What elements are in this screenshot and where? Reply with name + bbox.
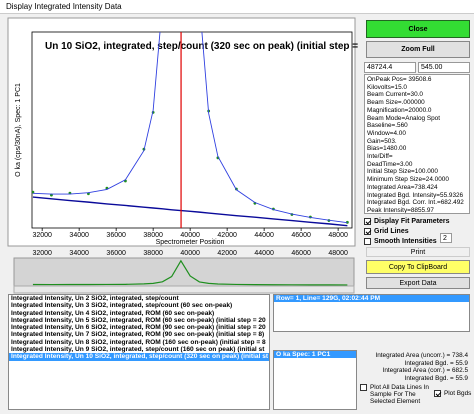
list-item[interactable]: Integrated Intensity, Un 3 SiO2, integra…: [11, 302, 233, 310]
info-line: Kilovolts=15.0: [367, 83, 407, 91]
overview-tick-label: 46000: [291, 250, 311, 257]
overview-tick-label: 40000: [180, 250, 200, 257]
copy-button[interactable]: Copy To ClipBoard: [366, 260, 470, 274]
overview-tick-label: 34000: [69, 250, 89, 257]
info-line: Initial Step Size=100.000: [367, 168, 438, 176]
list-item[interactable]: Integrated Intensity, Un 8 SiO2, integra…: [11, 338, 266, 346]
print-button[interactable]: Print: [366, 247, 470, 257]
checkbox-box[interactable]: [360, 384, 367, 391]
overview-tick-label: 42000: [217, 250, 237, 257]
x-tick-label: 38000: [143, 232, 163, 239]
info-line: DeadTime=3.00: [367, 160, 413, 168]
plot-series: [32, 0, 349, 228]
overview-tick-label: 32000: [32, 250, 52, 257]
info-line: Beam Current=30.0: [367, 91, 423, 99]
info-line: Baseline=.560: [367, 122, 408, 130]
x-tick-label: 42000: [217, 232, 237, 239]
x-tick-label: 44000: [254, 232, 274, 239]
field[interactable]: 545.00: [418, 62, 470, 73]
info-line: Beam Size=.000000: [367, 99, 425, 107]
row-list[interactable]: Row= 1, Line= 129G, 02:02:44 PM: [273, 294, 470, 332]
info-line: Integrated Bgd. Corr. Int.=682.492: [367, 199, 464, 207]
list-item[interactable]: Integrated Intensity, Un 4 SiO2, integra…: [11, 309, 215, 317]
x-tick-label: 48000: [328, 232, 348, 239]
sample-list[interactable]: Integrated Intensity, Un 2 SiO2, integra…: [8, 294, 270, 410]
info-line: Magnification=20000.0: [367, 106, 432, 114]
series-line: [32, 196, 348, 227]
list-item[interactable]: Integrated Intensity, Un 10 SiO2, integr…: [9, 353, 269, 361]
info-box: OnPeak Pos= 39508.6 Kilovolts=15.0 Beam Cu…: [364, 74, 470, 214]
smooth-field[interactable]: 2: [440, 233, 452, 243]
overview-line: [32, 259, 348, 286]
line-list[interactable]: O ka Spec: 1 PC1: [273, 350, 357, 410]
checkbox-label: Plot Bgds: [444, 390, 472, 397]
overview-tick-label: 48000: [328, 250, 348, 257]
x-tick-label: 46000: [291, 232, 311, 239]
info-line: OnPeak Pos= 39508.6: [367, 76, 432, 83]
list-item[interactable]: Integrated Intensity, Un 9 SiO2, integra…: [11, 346, 265, 354]
zoom-full-button[interactable]: Zoom Full: [366, 41, 470, 58]
checkbox-label: Display Fit Parameters: [374, 217, 450, 225]
data-point: [198, 5, 201, 8]
list-item[interactable]: O ka Spec: 1 PC1: [274, 351, 356, 359]
export-button[interactable]: Export Data: [366, 277, 470, 289]
plot-area: [31, 31, 353, 229]
data-point: [161, 0, 164, 2]
info-line: Beam Mode=Analog Spot: [367, 114, 441, 122]
checkbox-box[interactable]: [364, 237, 371, 245]
info-line: Gain=503.: [367, 137, 397, 145]
overview-area: [13, 257, 355, 287]
plot-title: Un 10 SiO2, integrated, step/count (320 …: [45, 41, 360, 52]
checkbox-box[interactable]: [434, 390, 441, 397]
list-item[interactable]: Integrated Intensity, Un 2 SiO2, integra…: [11, 295, 179, 302]
info-line: Integrated Area=738.424: [367, 183, 438, 191]
overview-tick-label: 44000: [254, 250, 274, 257]
y-axis-label: O ka (cps/30nA), Spec: 1 PC1: [15, 83, 22, 177]
checkbox-group: Display Fit Parameters Grid Lines Smooth I…: [364, 216, 472, 246]
plot-options: Plot All Data Lines In Sample For The Se…: [360, 384, 472, 412]
checkbox[interactable]: Grid Lines: [364, 226, 472, 236]
checkbox-label: Grid Lines: [374, 227, 409, 235]
summary-line: Integrated Area (corr.) = 682.5: [382, 367, 468, 375]
overview-tick-label: 36000: [106, 250, 126, 257]
overview-tick-label: 38000: [143, 250, 163, 257]
field[interactable]: 48724.4: [364, 62, 416, 73]
info-line: Peak Intensity=8855.97: [367, 206, 434, 214]
checkbox-box[interactable]: [364, 217, 371, 225]
checkbox-label: Plot All Data Lines In Sample For The Se…: [370, 384, 429, 405]
window-title: Display Integrated Intensity Data: [0, 0, 474, 14]
x-axis-label: Spectrometer Position: [156, 239, 225, 246]
info-line: Window=4.00: [367, 129, 406, 137]
summary-line: Integrated Bgd. = 55.9: [404, 374, 468, 382]
list-item[interactable]: Integrated Intensity, Un 5 SiO2, integra…: [11, 316, 266, 324]
summary-line: Integrated Area (uncorr.) = 738.4: [375, 352, 468, 359]
info-line: Minimum Step Size=24.0000: [367, 176, 449, 184]
list-item[interactable]: Row= 1, Line= 129G, 02:02:44 PM: [274, 295, 469, 303]
checkbox[interactable]: Display Fit Parameters: [364, 216, 472, 226]
list-item[interactable]: Integrated Intensity, Un 6 SiO2, integra…: [11, 324, 266, 332]
x-tick-label: 36000: [106, 232, 126, 239]
x-tick-label: 40000: [180, 232, 200, 239]
data-point: [32, 190, 35, 194]
summary: Integrated Area (uncorr.) = 738.4 Integra…: [358, 352, 468, 384]
checkbox-box[interactable]: [364, 227, 371, 235]
list-item[interactable]: Integrated Intensity, Un 7 SiO2, integra…: [11, 331, 265, 339]
info-line: Bias=1480.00: [367, 145, 407, 153]
scrollbar[interactable]: [13, 285, 355, 294]
x-tick-label: 34000: [69, 232, 89, 239]
close-button[interactable]: Close: [366, 20, 470, 38]
checkbox[interactable]: Plot All Data Lines In Sample For The Se…: [360, 384, 430, 405]
x-tick-label: 32000: [32, 232, 52, 239]
info-line: Integrated Bgd. Intensity=55.9326: [367, 191, 464, 199]
info-line: Inte/Diff=: [367, 153, 393, 161]
summary-line: Integrated Bgd. = 55.9: [404, 359, 468, 367]
plot: Un 10 SiO2, integrated, step/count (320 …: [7, 0, 360, 294]
series-line: [32, 32, 348, 224]
checkbox[interactable]: Plot Bgds: [434, 390, 471, 397]
checkbox-label: Smooth Intensities: [374, 237, 437, 245]
checkbox[interactable]: Smooth Intensities: [364, 236, 472, 246]
